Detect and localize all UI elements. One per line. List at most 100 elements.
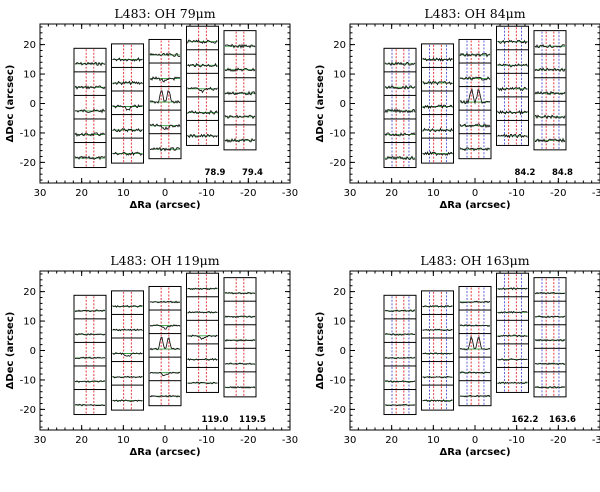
spaxel-box <box>223 347 257 374</box>
spaxel-box <box>458 62 492 89</box>
spectrum-trace <box>497 287 528 291</box>
spaxel-spectrum <box>383 94 417 121</box>
spectrum-trace <box>187 381 218 385</box>
spectrum-trace <box>422 328 453 332</box>
chart-panel-3: L483: OH 119μm 30 20 10 0 -10 -20 -30 20 10 0 -10 -2… <box>5 253 298 458</box>
spectrum-trace <box>422 80 453 86</box>
spaxel-box <box>148 333 182 360</box>
spaxel-box <box>458 333 492 360</box>
spaxel-box <box>533 100 567 127</box>
chart-panel-4: L483: OH 163μm 30 20 10 0 -10 -20 -30 20 10 0 -10 -2… <box>315 253 600 458</box>
spaxel-spectrum <box>383 47 417 74</box>
spectrum-trace <box>187 133 218 139</box>
y-tick-label: -10 <box>330 128 346 139</box>
x-tick-label: -30 <box>592 188 600 199</box>
y-tick-label: 0 <box>340 99 346 110</box>
spaxel-spectrum <box>421 90 454 117</box>
chart-panel-2: L483: OH 84μm 30 20 10 0 -10 -20 -30 20 10 0 -10 -20… <box>315 6 600 211</box>
spaxel-box <box>496 319 529 346</box>
spaxel-box <box>148 133 182 160</box>
spaxel-box <box>223 30 257 57</box>
spaxel-spectrum <box>186 72 219 99</box>
spectrum-trace <box>149 336 181 351</box>
x-tick-label: 0 <box>162 435 168 446</box>
spectrum-trace <box>459 324 491 327</box>
wavelength-label: 84.2 <box>515 168 536 178</box>
spectrum-trace <box>459 147 491 152</box>
spectrum-trace <box>534 338 566 342</box>
chart-title: L483: OH 84μm <box>424 6 525 21</box>
y-tick-label: -20 <box>20 405 36 416</box>
spectrum-trace <box>112 151 143 156</box>
spectrum-trace <box>459 88 491 105</box>
spaxel-spectrum <box>458 285 492 312</box>
spaxel-box <box>496 49 529 76</box>
spaxel-spectrum <box>223 124 257 151</box>
spaxel-spectrum <box>223 53 257 80</box>
spectrum-trace <box>422 375 453 379</box>
y-tick-label: 10 <box>333 70 346 81</box>
spaxel-box <box>223 100 257 127</box>
spectrum-trace <box>74 356 106 360</box>
spaxel-box <box>533 371 567 398</box>
y-tick-label: 20 <box>23 40 36 51</box>
spaxel-box <box>458 380 492 407</box>
spectrum-trace <box>534 291 566 295</box>
spaxel-spectrum <box>421 43 454 70</box>
spaxel-box <box>421 43 454 70</box>
spaxel-box <box>111 114 144 141</box>
spectrum-trace <box>384 84 416 90</box>
spaxel-spectrum <box>73 71 107 98</box>
spectrum-trace <box>497 334 528 338</box>
spaxel-spectrum <box>383 318 417 345</box>
spaxel-box <box>148 38 182 65</box>
y-tick-label: -20 <box>20 158 36 169</box>
spaxel-box <box>73 365 107 392</box>
chart-title: L483: OH 163μm <box>420 253 529 268</box>
spectrum-trace <box>422 150 453 157</box>
x-tick-label: -20 <box>550 435 566 446</box>
spectrum-trace <box>224 90 256 96</box>
spectrum-trace <box>534 114 566 120</box>
spaxel-spectrum <box>111 337 144 364</box>
x-axis-label: ΔRa (arcsec) <box>439 447 510 458</box>
y-tick-label: 0 <box>340 346 346 357</box>
x-axis-label: ΔRa (arcsec) <box>129 447 200 458</box>
spectrum-trace <box>112 399 143 402</box>
spaxel-box <box>186 96 219 123</box>
spaxel-spectrum <box>496 96 529 123</box>
y-tick-label: 0 <box>30 99 36 110</box>
spaxel-box <box>383 341 417 368</box>
spectrum-trace <box>74 403 106 407</box>
spaxel-spectrum <box>458 356 492 383</box>
spaxel-spectrum <box>458 86 492 113</box>
x-tick-label: 0 <box>472 188 478 199</box>
spaxel-box <box>383 142 417 169</box>
spaxel-spectrum <box>496 296 529 323</box>
spaxel-spectrum <box>223 77 257 104</box>
spectrum-trace <box>74 380 106 383</box>
x-tick-label: 20 <box>75 435 88 446</box>
spaxel-spectrum <box>458 109 492 136</box>
spaxel-spectrum <box>148 333 182 360</box>
spaxel-box <box>496 72 529 99</box>
spectrum-trace <box>384 356 416 360</box>
spaxel-box <box>533 300 567 327</box>
spaxel-spectrum <box>111 137 144 164</box>
x-tick-label: 10 <box>427 435 440 446</box>
spaxel-spectrum <box>223 100 257 127</box>
spaxel-spectrum <box>73 389 107 416</box>
spaxel-spectrum <box>533 77 567 104</box>
spaxel-box <box>73 71 107 98</box>
spaxel-spectrum <box>148 309 182 336</box>
spaxel-spectrum <box>533 324 567 351</box>
spaxel-spectrum <box>223 347 257 374</box>
spaxel-box <box>223 53 257 80</box>
spectrum-trace <box>112 80 143 86</box>
spectrum-trace <box>74 61 106 67</box>
spaxel-box <box>421 290 454 317</box>
spaxel-spectrum <box>383 294 417 321</box>
spaxel-box <box>73 94 107 121</box>
spectrum-trace <box>384 155 416 161</box>
x-tick-label: -20 <box>240 188 256 199</box>
